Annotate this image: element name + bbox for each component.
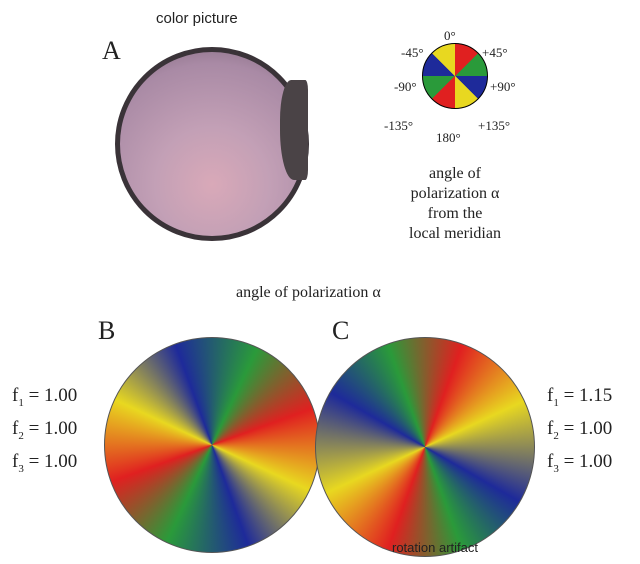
bottom-title: angle of polarization α: [236, 284, 381, 302]
polarization-map-c: [315, 337, 535, 557]
factor: f1 = 1.00: [12, 383, 77, 416]
legend-label: -135°: [384, 118, 413, 134]
caption-line: local meridian: [390, 224, 520, 244]
factor-index: 3: [18, 462, 24, 474]
factor-value: = 1.00: [564, 451, 613, 472]
factor: f3 = 1.00: [12, 449, 77, 482]
panel-title: color picture: [156, 10, 238, 27]
figure: color picture A 0° -45° +45° -90° +90° -…: [0, 0, 640, 564]
caption-line: polarization α: [390, 184, 520, 204]
panel-note: rotation artifact: [392, 540, 478, 555]
panel-letter: A: [102, 36, 121, 66]
factor: f3 = 1.00: [547, 449, 612, 482]
legend-label: +45°: [482, 45, 508, 61]
factor-index: 1: [553, 397, 559, 409]
legend-disc: [422, 43, 488, 109]
factor: f2 = 1.00: [547, 416, 612, 449]
factor-value: = 1.00: [29, 418, 78, 439]
legend-label: +135°: [478, 118, 510, 134]
panel-letter: C: [332, 316, 349, 346]
legend-caption: angle of polarization α from the local m…: [390, 164, 520, 244]
factor: f1 = 1.15: [547, 383, 612, 416]
factor-index: 2: [18, 430, 24, 442]
factor: f2 = 1.00: [12, 416, 77, 449]
factor-value: = 1.00: [29, 385, 78, 406]
legend-label: -45°: [401, 45, 424, 61]
caption-line: angle of: [390, 164, 520, 184]
factor-value: = 1.00: [564, 418, 613, 439]
legend-label: +90°: [490, 79, 516, 95]
legend-label: -90°: [394, 79, 417, 95]
legend-label: 0°: [444, 28, 456, 44]
polarization-map-b: [104, 337, 320, 553]
legend-label: 180°: [436, 130, 461, 146]
caption-line: from the: [390, 204, 520, 224]
factor-index: 2: [553, 430, 559, 442]
panel-letter: B: [98, 316, 115, 346]
factor-value: = 1.00: [29, 451, 78, 472]
factor-index: 1: [18, 397, 24, 409]
factor-index: 3: [553, 462, 559, 474]
factor-value: = 1.15: [564, 385, 613, 406]
tree-silhouette: [280, 80, 308, 180]
